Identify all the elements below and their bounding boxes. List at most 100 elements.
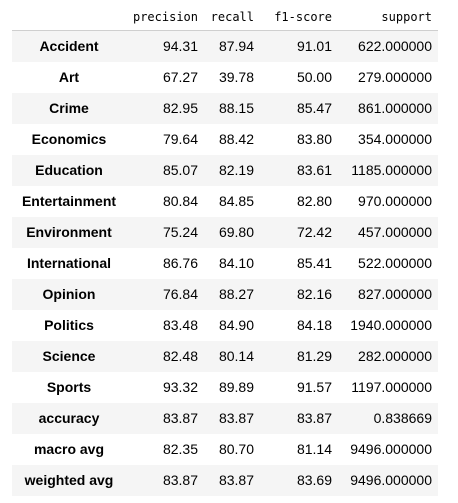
- cell-f1-score: 85.41: [296, 255, 332, 271]
- cell-f1-score: 85.47: [296, 100, 332, 116]
- table-row: Entertainment 80.84 84.85 82.80 970.000000: [12, 185, 438, 217]
- cell-support: 9496.000000: [350, 441, 432, 457]
- cell-precision: 83.48: [162, 317, 198, 333]
- row-label: accuracy: [38, 410, 100, 426]
- table-row: Politics 83.48 84.90 84.18 1940.000000: [12, 309, 438, 341]
- table-body: Accident 94.31 87.94 91.01 622.000000 Art 67.2…: [12, 30, 438, 496]
- row-label: International: [26, 255, 111, 271]
- table-header: precision recall f1-score support: [12, 4, 438, 31]
- row-label: Entertainment: [21, 193, 117, 209]
- cell-support: 827.000000: [358, 286, 432, 302]
- cell-support: 1197.000000: [351, 379, 432, 395]
- dataframe-output: precision recall f1-score support Accide…: [12, 4, 438, 496]
- cell-f1-score: 82.16: [296, 286, 332, 302]
- row-label: macro avg: [33, 441, 105, 457]
- table-row: Crime 82.95 88.15 85.47 861.000000: [12, 92, 438, 124]
- cell-f1-score: 81.14: [296, 441, 332, 457]
- table-row: Art 67.27 39.78 50.00 279.000000: [12, 61, 438, 93]
- cell-f1-score: 50.00: [296, 69, 332, 85]
- cell-recall: 83.87: [218, 410, 254, 426]
- table-row: International 86.76 84.10 85.41 522.000000: [12, 247, 438, 279]
- cell-recall: 88.27: [218, 286, 254, 302]
- cell-recall: 89.89: [218, 379, 254, 395]
- table-row: Economics 79.64 88.42 83.80 354.000000: [12, 123, 438, 155]
- header-precision: precision: [126, 4, 204, 31]
- cell-support: 0.838669: [373, 410, 432, 426]
- cell-support: 970.000000: [358, 193, 432, 209]
- cell-f1-score: 83.69: [296, 472, 332, 488]
- row-label: Education: [35, 162, 103, 178]
- cell-precision: 80.84: [162, 193, 198, 209]
- header-recall: recall: [204, 4, 260, 31]
- row-label: Environment: [26, 224, 112, 240]
- classification-report-table: precision recall f1-score support Accide…: [12, 4, 438, 496]
- cell-support: 9496.000000: [350, 472, 432, 488]
- cell-recall: 87.94: [218, 38, 254, 55]
- cell-recall: 83.87: [218, 472, 254, 488]
- cell-precision: 82.35: [162, 441, 198, 457]
- row-label: Sports: [46, 379, 92, 395]
- cell-precision: 94.31: [162, 38, 198, 55]
- cell-support: 279.000000: [358, 69, 432, 85]
- cell-precision: 93.32: [162, 379, 198, 395]
- cell-support: 861.000000: [358, 100, 432, 116]
- cell-precision: 75.24: [162, 224, 198, 240]
- cell-precision: 82.48: [162, 348, 198, 364]
- cell-support: 354.000000: [358, 131, 432, 147]
- cell-recall: 82.19: [218, 162, 254, 178]
- cell-f1-score: 81.29: [296, 348, 332, 364]
- cell-f1-score: 82.80: [296, 193, 332, 209]
- row-label: Accident: [39, 38, 99, 55]
- header-row: precision recall f1-score support: [12, 4, 438, 31]
- row-label: Opinion: [42, 286, 96, 302]
- cell-support: 622.000000: [358, 38, 432, 55]
- cell-recall: 69.80: [218, 224, 254, 240]
- row-label: Politics: [44, 317, 94, 333]
- cell-precision: 79.64: [162, 131, 198, 147]
- cell-support: 1185.000000: [351, 162, 432, 178]
- row-label: Science: [42, 348, 96, 364]
- cell-precision: 67.27: [162, 69, 198, 85]
- table-row: accuracy 83.87 83.87 83.87 0.838669: [12, 402, 438, 434]
- header-support: support: [338, 4, 438, 31]
- cell-recall: 80.70: [218, 441, 254, 457]
- cell-f1-score: 83.80: [296, 131, 332, 147]
- row-label: Crime: [49, 100, 89, 116]
- row-label: Art: [58, 69, 80, 85]
- cell-support: 282.000000: [358, 348, 432, 364]
- table-row: Opinion 76.84 88.27 82.16 827.000000: [12, 278, 438, 310]
- cell-recall: 84.85: [218, 193, 254, 209]
- cell-recall: 84.90: [218, 317, 254, 333]
- cell-recall: 88.15: [218, 100, 254, 116]
- cell-precision: 76.84: [162, 286, 198, 302]
- cell-recall: 39.78: [218, 69, 254, 85]
- cell-recall: 80.14: [218, 348, 254, 364]
- header-index: [12, 4, 126, 31]
- cell-f1-score: 84.18: [296, 317, 332, 333]
- table-row: weighted avg 83.87 83.87 83.69 9496.000000: [12, 464, 438, 496]
- row-label: weighted avg: [24, 472, 114, 488]
- cell-support: 457.000000: [358, 224, 432, 240]
- cell-f1-score: 83.61: [296, 162, 332, 178]
- cell-precision: 83.87: [162, 410, 198, 426]
- cell-f1-score: 91.57: [296, 379, 332, 395]
- header-f1-score: f1-score: [260, 4, 338, 31]
- cell-recall: 84.10: [218, 255, 254, 271]
- table-row: Education 85.07 82.19 83.61 1185.000000: [12, 154, 438, 186]
- cell-f1-score: 91.01: [296, 38, 332, 55]
- table-row: Science 82.48 80.14 81.29 282.000000: [12, 340, 438, 372]
- cell-recall: 88.42: [218, 131, 254, 147]
- cell-precision: 83.87: [162, 472, 198, 488]
- row-label: Economics: [31, 131, 107, 147]
- table-row: Accident 94.31 87.94 91.01 622.000000: [12, 30, 438, 62]
- cell-support: 522.000000: [358, 255, 432, 271]
- cell-precision: 85.07: [162, 162, 198, 178]
- cell-precision: 82.95: [162, 100, 198, 116]
- cell-precision: 86.76: [162, 255, 198, 271]
- cell-f1-score: 72.42: [296, 224, 332, 240]
- cell-support: 1940.000000: [350, 317, 432, 333]
- table-row: Environment 75.24 69.80 72.42 457.000000: [12, 216, 438, 248]
- table-row: Sports 93.32 89.89 91.57 1197.000000: [12, 371, 438, 403]
- table-row: macro avg 82.35 80.70 81.14 9496.000000: [12, 433, 438, 465]
- cell-f1-score: 83.87: [296, 410, 332, 426]
